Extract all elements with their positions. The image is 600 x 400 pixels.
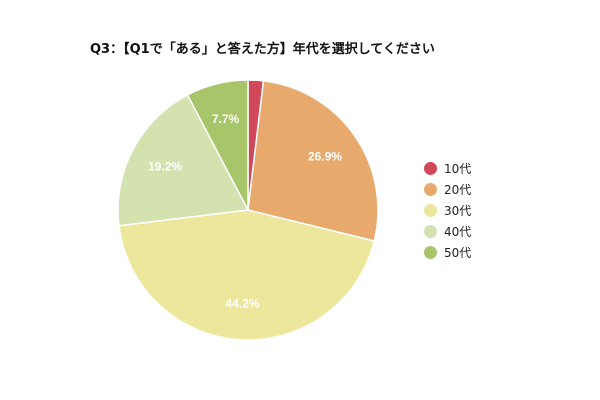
legend-swatch (424, 204, 437, 217)
legend-swatch (424, 225, 437, 238)
legend-label: 40代 (444, 225, 472, 239)
legend-item: 50代 (424, 242, 471, 263)
legend-label: 10代 (444, 162, 472, 176)
pie-slice-50代 (186, 79, 249, 211)
legend-label: 50代 (444, 246, 472, 260)
chart-legend: 10代 20代 30代 40代 50代 (424, 158, 471, 263)
chart-title: Q3：【Q1で「ある」と答えた方】年代を選択してください (90, 42, 435, 57)
pie-slice-30代 (118, 209, 376, 341)
legend-swatch (424, 246, 437, 259)
slice-value-label: 44.2% (225, 296, 259, 310)
slice-value-label: 7.7% (212, 112, 240, 126)
legend-item: 40代 (424, 221, 471, 242)
legend-item: 30代 (424, 200, 471, 221)
legend-swatch (424, 162, 437, 175)
legend-item: 10代 (424, 158, 471, 179)
legend-label: 30代 (444, 204, 472, 218)
slice-value-label: 26.9% (308, 150, 342, 164)
pie-slice-40代 (117, 93, 250, 227)
legend-swatch (424, 183, 437, 196)
slice-value-label: 19.2% (148, 160, 182, 174)
pie-slice-20代 (247, 80, 379, 242)
legend-item: 20代 (424, 179, 471, 200)
legend-label: 20代 (444, 183, 472, 197)
